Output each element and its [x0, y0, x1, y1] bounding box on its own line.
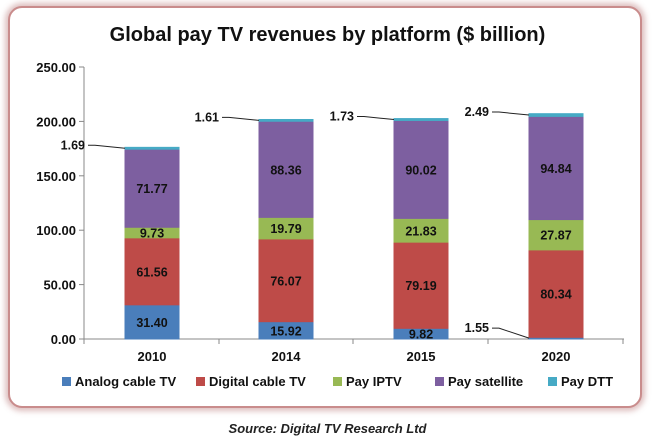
data-label: 27.87: [540, 229, 571, 243]
data-label: 71.77: [136, 182, 167, 196]
data-label: 94.84: [540, 162, 571, 176]
bar-segment: [393, 119, 449, 219]
bar-segment: [124, 148, 180, 228]
data-label: 21.83: [405, 224, 436, 238]
y-tick-label: 0.00: [51, 332, 76, 347]
legend-entry: Pay satellite: [448, 374, 523, 389]
x-tick-label: 2014: [272, 349, 302, 364]
data-label-leader: [88, 144, 126, 149]
data-label: 9.82: [409, 328, 433, 342]
legend-entry: Analog cable TV: [75, 374, 176, 389]
data-label: 79.19: [405, 279, 436, 293]
bar-segment: [258, 238, 314, 323]
legend-swatch: [62, 377, 71, 386]
data-label: 88.36: [270, 163, 301, 177]
legend-swatch: [333, 377, 342, 386]
data-label: 76.07: [270, 274, 301, 288]
bar-segment: [528, 113, 584, 117]
y-tick-label: 200.00: [36, 114, 76, 129]
data-label: 80.34: [540, 288, 571, 302]
x-tick-label: 2020: [542, 349, 571, 364]
y-tick-label: 250.00: [36, 60, 76, 75]
bar-segment: [528, 219, 584, 251]
x-tick-label: 2015: [407, 349, 436, 364]
bar-segment: [393, 241, 449, 329]
data-label: 2.49: [465, 105, 489, 119]
chart-title: Global pay TV revenues by platform ($ bi…: [109, 24, 546, 46]
bar-segment: [258, 120, 314, 218]
y-tick-label: 100.00: [36, 223, 76, 238]
data-label: 9.73: [140, 227, 164, 241]
data-label: 1.73: [330, 110, 354, 124]
legend-entry: Pay DTT: [561, 374, 613, 389]
data-label: 90.02: [405, 163, 436, 177]
legend-swatch: [548, 377, 557, 386]
legend-entry: Digital cable TV: [209, 374, 306, 389]
data-label-leader: [222, 116, 260, 121]
data-label-leader: [357, 116, 395, 121]
legend-entry: Pay IPTV: [346, 374, 402, 389]
data-label: 15.92: [270, 324, 301, 338]
data-label: 1.69: [61, 138, 85, 152]
bar-segment: [124, 237, 180, 306]
y-tick-label: 50.00: [43, 278, 76, 293]
data-label-leader: [492, 111, 530, 116]
legend-swatch: [435, 377, 444, 386]
data-label: 19.79: [270, 222, 301, 236]
legend-swatch: [196, 377, 205, 386]
source-note: Source: Digital TV Research Ltd: [228, 421, 427, 436]
data-label: 61.56: [136, 265, 167, 279]
y-tick-label: 150.00: [36, 169, 76, 184]
bar-segment: [528, 249, 584, 338]
x-tick-label: 2010: [138, 349, 167, 364]
data-label: 1.55: [465, 321, 489, 335]
data-label: 31.40: [136, 316, 167, 330]
bar-segment: [258, 118, 314, 122]
data-label-leader: [492, 327, 530, 339]
bar-segment: [528, 115, 584, 221]
data-label: 1.61: [195, 110, 219, 124]
bar-segment: [393, 118, 449, 121]
bar-segment: [124, 146, 180, 150]
